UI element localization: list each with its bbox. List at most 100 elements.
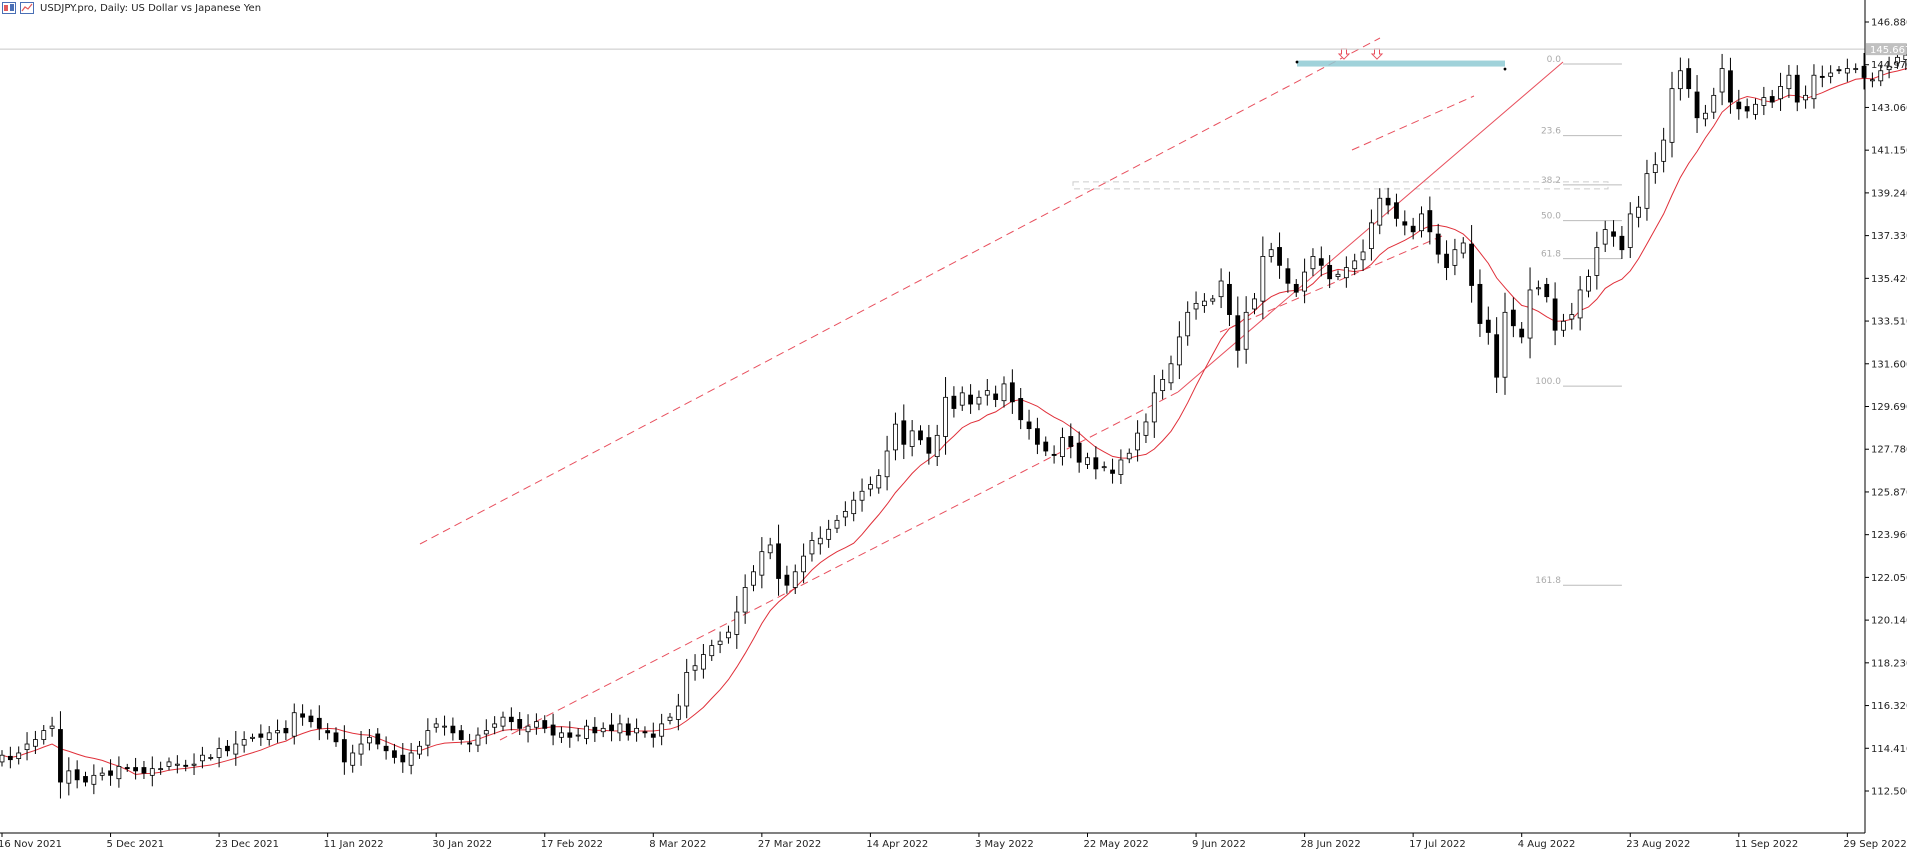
zone-anchor-right xyxy=(1503,67,1507,71)
y-tick-label: 118.230 xyxy=(1871,658,1907,669)
fib-label-61-8: 61.8 xyxy=(1541,250,1561,260)
candle-body xyxy=(1552,298,1558,331)
candle-body xyxy=(1135,432,1140,451)
y-tick-label: 135.420 xyxy=(1871,274,1907,285)
candle-body xyxy=(1452,249,1458,266)
candle-body xyxy=(1870,79,1875,82)
candle-body xyxy=(24,743,30,751)
candle-body xyxy=(383,745,389,752)
y-tick-label: 122.050 xyxy=(1871,573,1907,584)
candle-body xyxy=(1703,112,1708,120)
candle-body xyxy=(1577,289,1583,319)
candle-body xyxy=(542,720,548,729)
candle-body xyxy=(1185,311,1191,337)
candle-body xyxy=(308,715,314,723)
candle-body xyxy=(1285,268,1291,284)
candle-body xyxy=(1377,197,1383,226)
candle-body xyxy=(500,716,506,727)
chart-title: USDJPY.pro, Daily: US Dollar vs Japanese… xyxy=(40,2,262,14)
x-tick-label: 8 Mar 2022 xyxy=(649,839,706,850)
support-trend-extension xyxy=(1219,235,1443,333)
candle-body xyxy=(851,499,857,515)
candle-body xyxy=(1410,225,1416,233)
candle-body xyxy=(1310,256,1316,270)
candle-body xyxy=(1728,70,1733,103)
candle-body xyxy=(534,721,539,728)
down-arrow-icon xyxy=(1370,48,1384,60)
candle-body xyxy=(1043,441,1049,452)
candle-body xyxy=(1268,249,1274,257)
candle-body xyxy=(584,725,589,739)
candle-body xyxy=(1661,139,1667,162)
candle-body xyxy=(1586,276,1591,292)
y-tick-label: 131.600 xyxy=(1871,359,1907,370)
candle-body xyxy=(859,490,865,501)
y-tick-label: 123.960 xyxy=(1871,530,1907,541)
candle-body xyxy=(1202,300,1207,307)
candle-body xyxy=(1143,421,1149,436)
candle-body xyxy=(433,723,439,728)
candle-body xyxy=(300,713,306,718)
candle-body xyxy=(1778,86,1783,100)
candle-body xyxy=(375,733,381,745)
x-tick-label: 9 Jun 2022 xyxy=(1192,839,1246,850)
chart-properties-icon[interactable] xyxy=(2,2,16,14)
y-tick-label: 139.240 xyxy=(1871,188,1907,199)
candle-body xyxy=(1151,392,1157,423)
candle-body xyxy=(258,733,264,738)
candle-body xyxy=(826,528,832,540)
moving-average xyxy=(1,67,1907,775)
candle-body xyxy=(1736,101,1742,110)
y-tick-label: 144.970 xyxy=(1871,60,1907,71)
x-tick-label: 23 Aug 2022 xyxy=(1626,839,1690,850)
candle-body xyxy=(1711,94,1717,113)
candle-body xyxy=(792,571,798,588)
candle-body xyxy=(1110,469,1115,474)
candle-body xyxy=(1302,271,1307,292)
candle-body xyxy=(1051,453,1057,456)
x-tick-label: 22 May 2022 xyxy=(1084,839,1149,850)
candle-body xyxy=(1394,202,1399,219)
candle-body xyxy=(993,393,999,400)
candle-body xyxy=(984,390,990,396)
candle-body xyxy=(366,736,372,744)
candle-body xyxy=(99,772,105,776)
candle-body xyxy=(1677,70,1683,90)
candle-body xyxy=(408,752,414,766)
x-tick-label: 11 Jan 2022 xyxy=(324,839,384,850)
candle-body xyxy=(291,712,297,737)
candle-body xyxy=(776,543,781,579)
candle-body xyxy=(1385,197,1391,206)
annotations[interactable] xyxy=(1295,48,1507,71)
candle-body xyxy=(1761,97,1767,106)
candle-body xyxy=(834,519,840,529)
fibonacci-retracement[interactable]: 0.0 23.6 38.2 50.0 61.8 100.0 161.8 xyxy=(1072,55,1622,586)
candle-body xyxy=(1794,74,1800,103)
candle-body xyxy=(1527,289,1533,339)
candle-body xyxy=(108,770,113,776)
candle-body xyxy=(1076,442,1082,463)
candle-body xyxy=(1886,65,1892,71)
candle-body xyxy=(1327,264,1333,280)
candle-body xyxy=(1769,96,1775,103)
candle-body xyxy=(0,754,5,763)
candle-body xyxy=(149,768,155,776)
candle-body xyxy=(325,730,331,734)
candle-body xyxy=(58,729,63,783)
candle-body xyxy=(1636,206,1641,218)
trend-channel[interactable] xyxy=(419,37,1564,741)
indicator-icon[interactable] xyxy=(20,2,34,14)
y-tick-label: 114.410 xyxy=(1871,744,1907,755)
candle-body xyxy=(1594,247,1600,276)
candle-body xyxy=(1018,398,1024,421)
candle-body xyxy=(266,732,272,740)
candle-body xyxy=(1686,68,1692,90)
candle-body xyxy=(241,739,247,746)
candle-body xyxy=(634,727,639,734)
candle-body xyxy=(550,724,556,736)
candle-body xyxy=(1460,242,1466,254)
candle-body xyxy=(559,732,564,738)
candle-body xyxy=(1160,379,1166,392)
